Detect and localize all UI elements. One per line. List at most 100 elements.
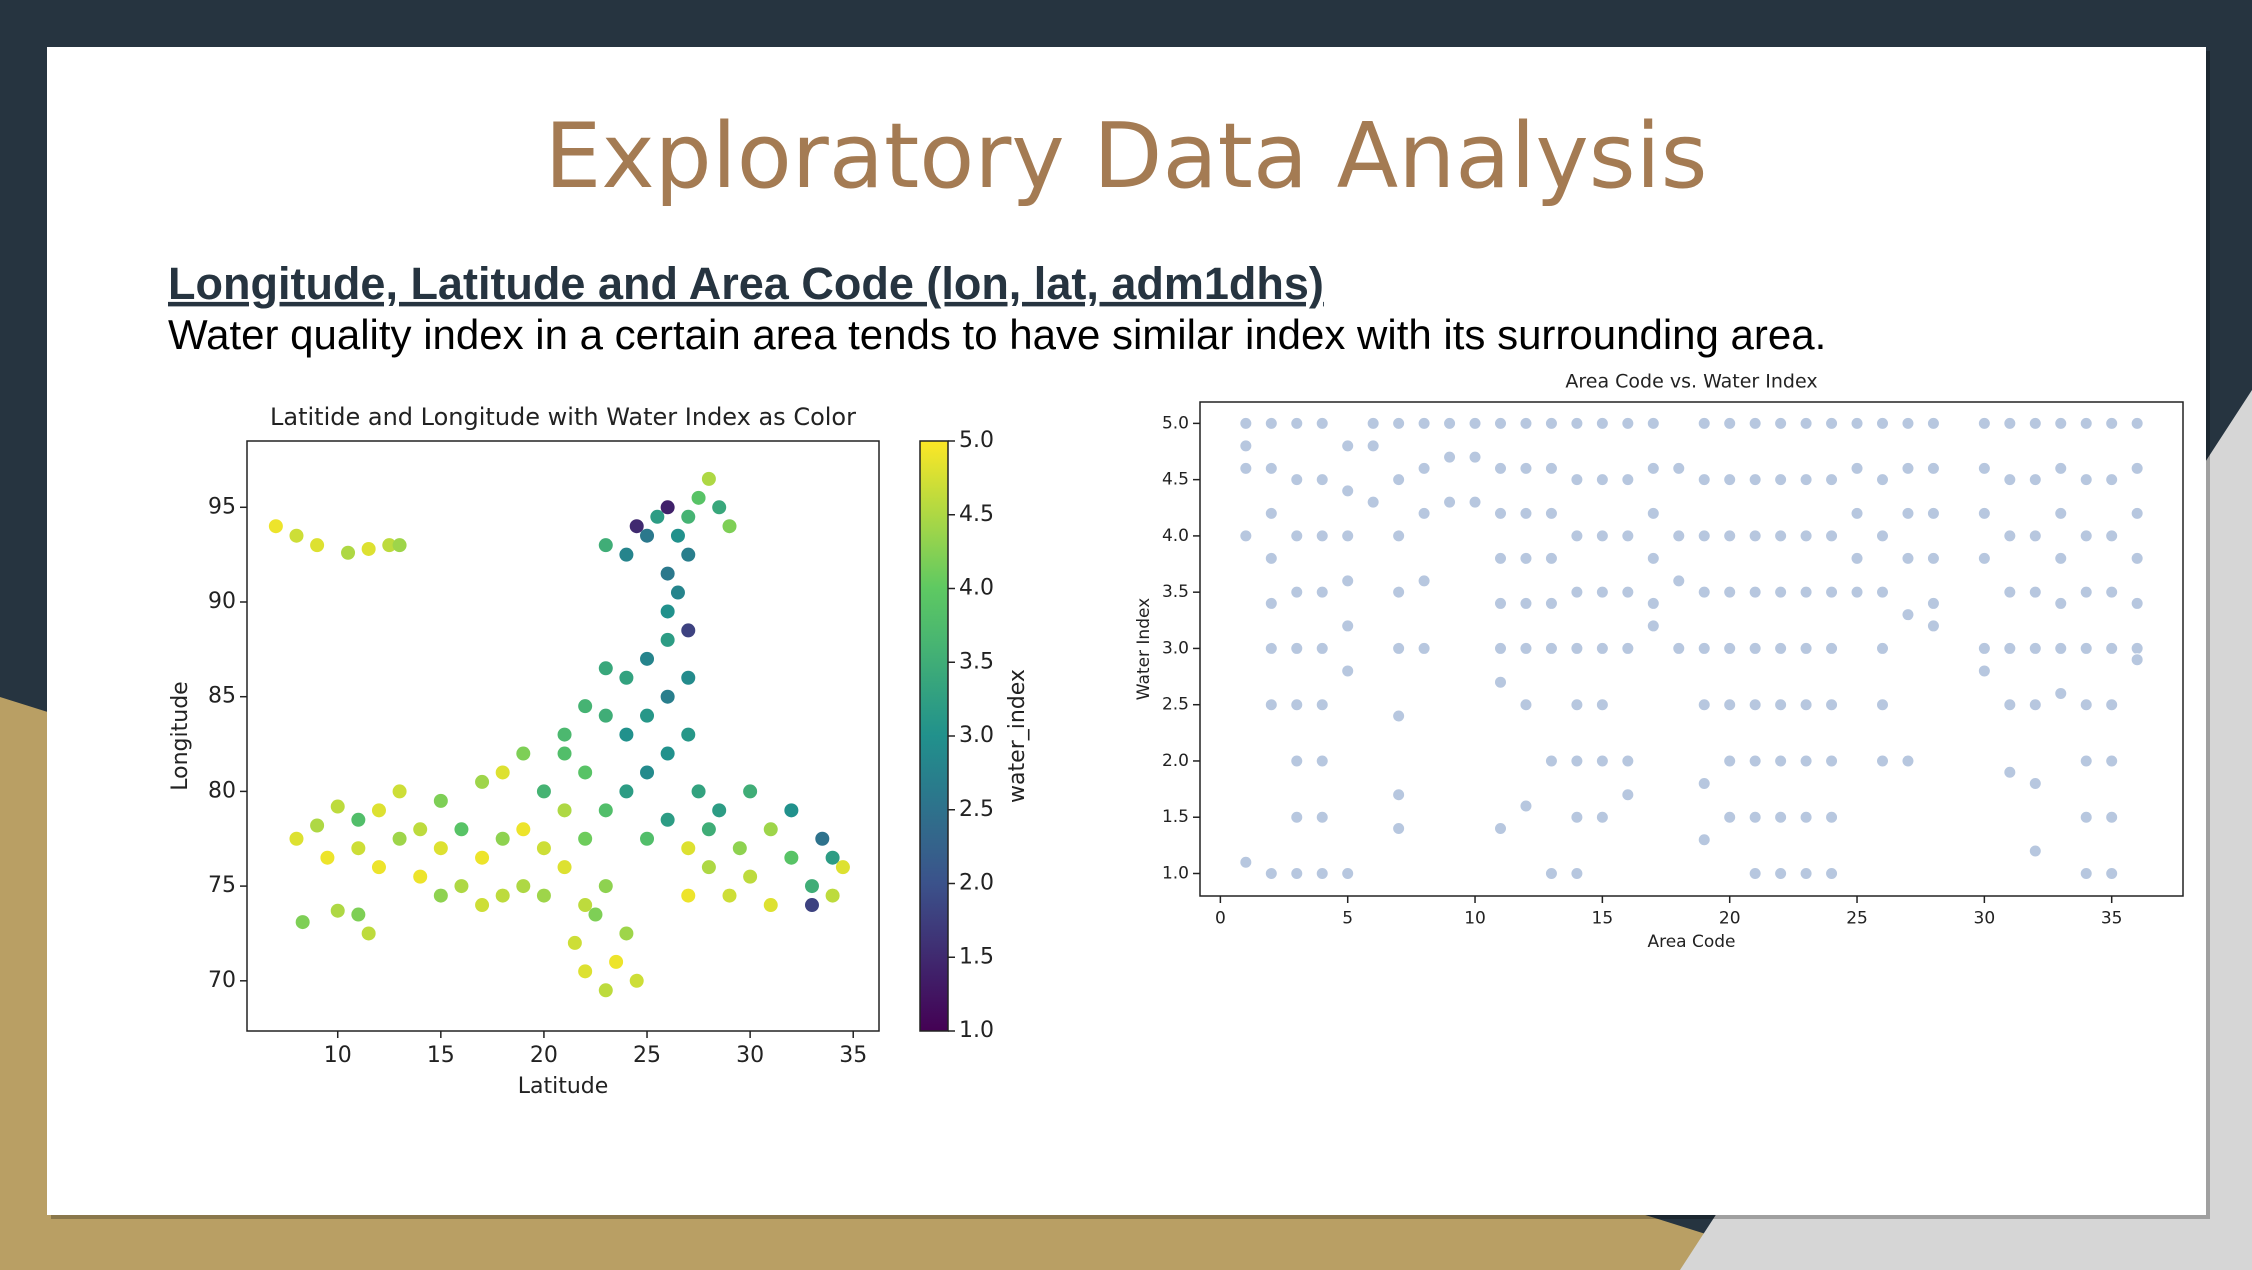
data-point [1290, 529, 1304, 543]
data-point [495, 765, 510, 780]
data-point [619, 727, 634, 742]
data-point [392, 831, 407, 846]
data-point [1290, 698, 1304, 712]
data-point [1570, 698, 1584, 712]
data-point [1519, 641, 1533, 655]
y-tick-label: 85 [208, 684, 236, 709]
data-point [1672, 574, 1686, 588]
data-point [1417, 641, 1431, 655]
data-point [1901, 551, 1915, 565]
data-point [2028, 473, 2042, 487]
data-point [433, 841, 448, 856]
data-point [330, 903, 345, 918]
data-point [1850, 416, 1864, 430]
data-point [289, 831, 304, 846]
data-point [454, 822, 469, 837]
data-point [1977, 641, 1991, 655]
data-point [1468, 416, 1482, 430]
data-point [1850, 506, 1864, 520]
data-point [1697, 473, 1711, 487]
data-point [341, 545, 356, 560]
data-point [1723, 529, 1737, 543]
y-tick-label: 95 [208, 494, 236, 519]
data-point [691, 784, 706, 799]
data-point [2003, 416, 2017, 430]
data-point [1570, 416, 1584, 430]
data-point [1290, 416, 1304, 430]
data-point [691, 490, 706, 505]
data-point [1341, 866, 1355, 880]
data-point [1875, 698, 1889, 712]
data-point [1646, 551, 1660, 565]
x-tick-label: 25 [633, 1043, 661, 1068]
data-point [1723, 641, 1737, 655]
data-point [1315, 585, 1329, 599]
data-point [1875, 529, 1889, 543]
data-point [1825, 866, 1839, 880]
data-point [1621, 416, 1635, 430]
data-point [1926, 596, 1940, 610]
data-point [2054, 596, 2068, 610]
data-point [1646, 506, 1660, 520]
data-point [433, 793, 448, 808]
data-point [1570, 585, 1584, 599]
data-point [295, 915, 310, 930]
data-point [1315, 529, 1329, 543]
y-tick-label: 90 [208, 589, 236, 614]
data-point [1570, 529, 1584, 543]
data-point [1901, 608, 1915, 622]
section-heading: Longitude, Latitude and Area Code (lon, … [168, 258, 1324, 309]
data-point [1621, 473, 1635, 487]
data-point [1774, 416, 1788, 430]
x-tick-label: 15 [1592, 909, 1614, 929]
data-point [433, 888, 448, 903]
data-point [1494, 461, 1508, 475]
chart-title: Latitide and Longitude with Water Index … [270, 403, 856, 431]
data-point [815, 831, 830, 846]
data-point [2105, 754, 2119, 768]
data-point [1392, 585, 1406, 599]
data-point [1341, 529, 1355, 543]
data-point [289, 528, 304, 543]
data-point [670, 528, 685, 543]
data-point [2130, 461, 2144, 475]
data-point [2079, 866, 2093, 880]
data-point [784, 850, 799, 865]
data-point [1697, 585, 1711, 599]
data-point [1570, 473, 1584, 487]
y-tick-label: 3.5 [1162, 582, 1189, 602]
colorbar-tick-label: 1.5 [959, 944, 994, 969]
x-tick-label: 15 [427, 1043, 455, 1068]
data-point [1290, 641, 1304, 655]
data-point [2003, 765, 2017, 779]
data-point [2028, 585, 2042, 599]
data-point [1595, 754, 1609, 768]
data-point [1341, 484, 1355, 498]
data-point [1774, 585, 1788, 599]
data-point [1799, 585, 1813, 599]
data-point [310, 818, 325, 833]
data-point [1544, 866, 1558, 880]
data-point [722, 519, 737, 534]
x-axis-label: Area Code [1647, 932, 1735, 952]
data-point [516, 879, 531, 894]
y-tick-label: 3.0 [1162, 638, 1189, 658]
data-point [1723, 810, 1737, 824]
data-point [1825, 698, 1839, 712]
y-tick-label: 2.0 [1162, 751, 1189, 771]
data-point [1901, 754, 1915, 768]
data-point [1595, 641, 1609, 655]
data-point [660, 812, 675, 827]
data-point [1341, 619, 1355, 633]
data-point [598, 538, 613, 553]
data-point [1799, 416, 1813, 430]
data-point [1239, 416, 1253, 430]
data-point [2003, 529, 2017, 543]
data-point [516, 746, 531, 761]
data-point [1723, 585, 1737, 599]
data-point [1748, 585, 1762, 599]
data-point [1443, 495, 1457, 509]
data-point [475, 898, 490, 913]
data-point [1646, 416, 1660, 430]
data-point [1977, 416, 1991, 430]
